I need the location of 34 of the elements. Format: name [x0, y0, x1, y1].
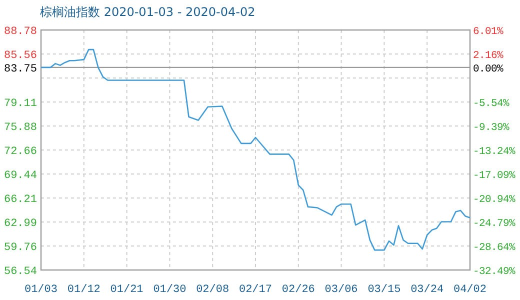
y2-tick-label: -13.24% — [473, 146, 516, 158]
y2-tick-label: 0.00% — [473, 63, 504, 76]
y-tick-label: 66.21 — [4, 194, 38, 206]
y-tick-label: 56.54 — [4, 266, 38, 278]
y2-tick-label: -32.49% — [473, 266, 516, 278]
y2-tick-label: -9.39% — [473, 122, 510, 134]
y-tick-label: 85.56 — [4, 50, 37, 62]
x-tick-label: 02/26 — [282, 284, 315, 296]
y2-tick-label: 6.01% — [473, 26, 504, 38]
y-tick-label: 69.44 — [4, 170, 38, 182]
x-tick-label: 03/15 — [368, 284, 401, 296]
y2-tick-label: -5.54% — [473, 98, 510, 110]
y-tick-label: 75.88 — [4, 122, 37, 134]
y-tick-label: 62.99 — [4, 218, 37, 230]
y-tick-label: 88.78 — [4, 26, 37, 38]
x-tick-label: 03/24 — [410, 284, 444, 296]
x-tick-label: 01/03 — [24, 284, 58, 296]
y-tick-label: 79.11 — [4, 98, 38, 110]
y2-tick-label: -17.09% — [473, 170, 516, 182]
y-tick-label: 72.66 — [4, 146, 37, 158]
y2-tick-label: -28.64% — [473, 242, 516, 254]
x-tick-label: 01/12 — [67, 284, 100, 296]
y2-tick-label: 2.16% — [473, 50, 504, 62]
title: 棕榈油指数 2020-01-03 - 2020-04-02 — [40, 5, 256, 19]
y2-tick-label: -20.94% — [473, 194, 516, 206]
x-tick-label: 04/02 — [453, 284, 487, 296]
x-tick-label: 03/06 — [324, 284, 358, 296]
ref-line-label: 83.75 — [4, 63, 37, 76]
x-tick-label: 01/21 — [110, 284, 144, 296]
x-tick-label: 02/17 — [238, 284, 272, 296]
y2-tick-label: -24.79% — [473, 218, 516, 230]
x-tick-label: 02/08 — [196, 284, 230, 296]
x-tick-label: 01/30 — [153, 284, 186, 296]
y-tick-label: 59.76 — [4, 242, 37, 254]
